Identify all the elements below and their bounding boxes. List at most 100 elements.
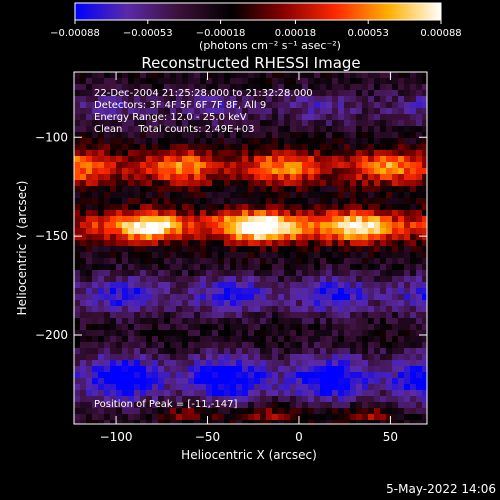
- heatmap-cell: [416, 210, 422, 216]
- heatmap-cell: [242, 288, 248, 294]
- heatmap-cell: [302, 414, 308, 420]
- heatmap-cell: [206, 144, 212, 150]
- heatmap-cell: [410, 90, 416, 96]
- heatmap-cell: [290, 336, 296, 342]
- heatmap-cell: [374, 168, 380, 174]
- heatmap-cell: [398, 240, 404, 246]
- heatmap-cell: [200, 132, 206, 138]
- heatmap-cell: [260, 264, 266, 270]
- heatmap-cell: [314, 366, 320, 372]
- heatmap-cell: [110, 102, 116, 108]
- heatmap-cell: [350, 72, 356, 78]
- heatmap-cell: [152, 96, 158, 102]
- heatmap-cell: [152, 120, 158, 126]
- heatmap-cell: [152, 78, 158, 84]
- heatmap-cell: [308, 234, 314, 240]
- heatmap-cell: [326, 216, 332, 222]
- heatmap-cell: [206, 72, 212, 78]
- heatmap-cell: [224, 306, 230, 312]
- heatmap-cell: [152, 372, 158, 378]
- heatmap-cell: [392, 384, 398, 390]
- heatmap-cell: [158, 336, 164, 342]
- heatmap-cell: [398, 264, 404, 270]
- heatmap-cell: [92, 330, 98, 336]
- heatmap-cell: [398, 96, 404, 102]
- heatmap-cell: [194, 84, 200, 90]
- heatmap-cell: [74, 420, 80, 424]
- heatmap-cell: [374, 240, 380, 246]
- heatmap-cell: [290, 180, 296, 186]
- heatmap-cell: [218, 186, 224, 192]
- heatmap-cell: [248, 354, 254, 360]
- heatmap-cell: [302, 348, 308, 354]
- heatmap-cell: [260, 360, 266, 366]
- heatmap-cell: [224, 168, 230, 174]
- heatmap-cell: [248, 282, 254, 288]
- heatmap-cell: [332, 234, 338, 240]
- heatmap-cell: [368, 342, 374, 348]
- heatmap-cell: [368, 156, 374, 162]
- heatmap-cell: [326, 72, 332, 78]
- heatmap-cell: [260, 324, 266, 330]
- heatmap-cell: [308, 120, 314, 126]
- heatmap-cell: [254, 372, 260, 378]
- heatmap-cell: [176, 174, 182, 180]
- heatmap-cell: [374, 102, 380, 108]
- heatmap-cell: [200, 210, 206, 216]
- heatmap-cell: [188, 384, 194, 390]
- heatmap-cell: [122, 402, 128, 408]
- heatmap-cell: [350, 234, 356, 240]
- heatmap-cell: [314, 336, 320, 342]
- heatmap-cell: [338, 108, 344, 114]
- heatmap-cell: [386, 306, 392, 312]
- heatmap-cell: [380, 204, 386, 210]
- heatmap-cell: [260, 396, 266, 402]
- heatmap-cell: [236, 306, 242, 312]
- heatmap-cell: [380, 330, 386, 336]
- heatmap-cell: [140, 270, 146, 276]
- heatmap-cell: [272, 258, 278, 264]
- heatmap-cell: [410, 324, 416, 330]
- heatmap-cell: [134, 96, 140, 102]
- heatmap-cell: [170, 210, 176, 216]
- heatmap-cell: [176, 84, 182, 90]
- heatmap-cell: [272, 162, 278, 168]
- heatmap-cell: [278, 222, 284, 228]
- heatmap-cell: [254, 210, 260, 216]
- heatmap-cell: [392, 276, 398, 282]
- heatmap-cell: [374, 408, 380, 414]
- heatmap-cell: [98, 288, 104, 294]
- heatmap-cell: [386, 300, 392, 306]
- heatmap-cell: [320, 180, 326, 186]
- heatmap-cell: [212, 306, 218, 312]
- heatmap-cell: [362, 168, 368, 174]
- heatmap-cell: [410, 414, 416, 420]
- heatmap-cell: [242, 150, 248, 156]
- heatmap-cell: [116, 258, 122, 264]
- heatmap-cell: [230, 336, 236, 342]
- heatmap-cell: [128, 234, 134, 240]
- heatmap-cell: [302, 288, 308, 294]
- heatmap-cell: [116, 252, 122, 258]
- heatmap-cell: [326, 354, 332, 360]
- heatmap-cell: [368, 78, 374, 84]
- heatmap-cell: [404, 372, 410, 378]
- heatmap-cell: [278, 312, 284, 318]
- heatmap-cell: [182, 414, 188, 420]
- heatmap-cell: [320, 354, 326, 360]
- heatmap-cell: [296, 126, 302, 132]
- heatmap-cell: [344, 378, 350, 384]
- heatmap-cell: [392, 102, 398, 108]
- heatmap-cell: [218, 414, 224, 420]
- heatmap-cell: [218, 264, 224, 270]
- heatmap-cell: [326, 192, 332, 198]
- heatmap-cell: [92, 312, 98, 318]
- heatmap-cell: [398, 258, 404, 264]
- heatmap-cell: [362, 378, 368, 384]
- heatmap-cell: [92, 270, 98, 276]
- heatmap-cell: [170, 360, 176, 366]
- heatmap-cell: [110, 210, 116, 216]
- heatmap-cell: [128, 282, 134, 288]
- heatmap-cell: [140, 162, 146, 168]
- heatmap-cell: [224, 330, 230, 336]
